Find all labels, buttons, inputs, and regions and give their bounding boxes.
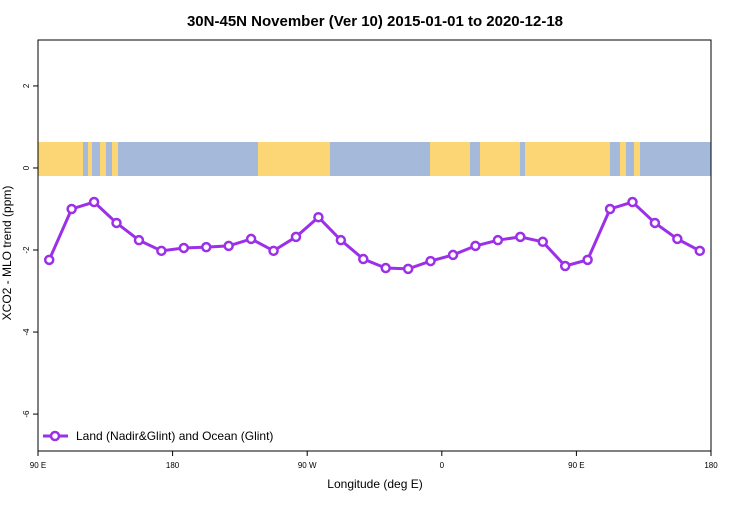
x-tick-label: 90 E: [30, 461, 46, 470]
x-tick-label: 90 W: [298, 461, 317, 470]
land: [258, 142, 330, 176]
x-tick-label: 180: [166, 461, 180, 470]
data-point: [380, 262, 391, 274]
data-point: [290, 231, 302, 243]
land: [112, 142, 118, 176]
data-point: [470, 240, 481, 252]
data-point: [201, 241, 212, 253]
data-point: [425, 255, 436, 267]
y-tick-label: -6: [22, 410, 31, 418]
x-tick-label: 180: [704, 461, 718, 470]
data-point: [559, 260, 571, 272]
land: [620, 142, 626, 176]
plot-frame: [37, 39, 712, 452]
data-point: [335, 234, 347, 246]
data-point: [133, 234, 145, 246]
series-line: [47, 200, 701, 271]
data-point: [268, 245, 279, 257]
data-point: [582, 254, 593, 266]
data-point: [111, 217, 122, 229]
data-point: [515, 231, 526, 243]
data-point: [66, 203, 77, 215]
map-strip: [38, 142, 711, 176]
x-tick-label: 0: [440, 461, 445, 470]
data-point: [604, 203, 616, 215]
data-point: [223, 240, 234, 252]
y-axis-label: XCO2 - MLO trend (ppm): [0, 186, 14, 321]
data-point: [245, 233, 257, 245]
data-point: [694, 245, 706, 257]
x-axis-label: Longitude (deg E): [327, 477, 422, 491]
chart-title: 30N-45N November (Ver 10) 2015-01-01 to …: [187, 13, 563, 30]
legend-label: Land (Nadir&Glint) and Ocean (Glint): [76, 429, 273, 443]
x-tick-label: 90 E: [568, 461, 584, 470]
legend-marker: [49, 430, 61, 442]
land: [88, 142, 92, 176]
land: [430, 142, 470, 176]
data-point: [313, 211, 324, 223]
data-point: [627, 196, 638, 208]
land: [480, 142, 520, 176]
y-tick-label: 0: [22, 165, 31, 170]
land: [100, 142, 106, 176]
data-point: [178, 242, 190, 254]
y-tick-label: -4: [22, 328, 31, 336]
data-point: [537, 236, 548, 248]
land: [525, 142, 610, 176]
land: [634, 142, 640, 176]
data-point: [156, 245, 167, 257]
y-tick-label: -2: [22, 246, 31, 254]
data-point: [88, 196, 100, 208]
land: [38, 142, 83, 176]
data-point: [672, 233, 683, 245]
data-point: [649, 217, 661, 229]
data-point: [492, 234, 504, 246]
data-point: [358, 253, 369, 265]
ocean: [38, 142, 711, 176]
data-point: [43, 254, 55, 266]
data-point: [447, 249, 459, 261]
y-tick-label: 2: [22, 83, 31, 88]
data-point: [402, 263, 414, 275]
legend: Land (Nadir&Glint) and Ocean (Glint): [43, 429, 273, 443]
